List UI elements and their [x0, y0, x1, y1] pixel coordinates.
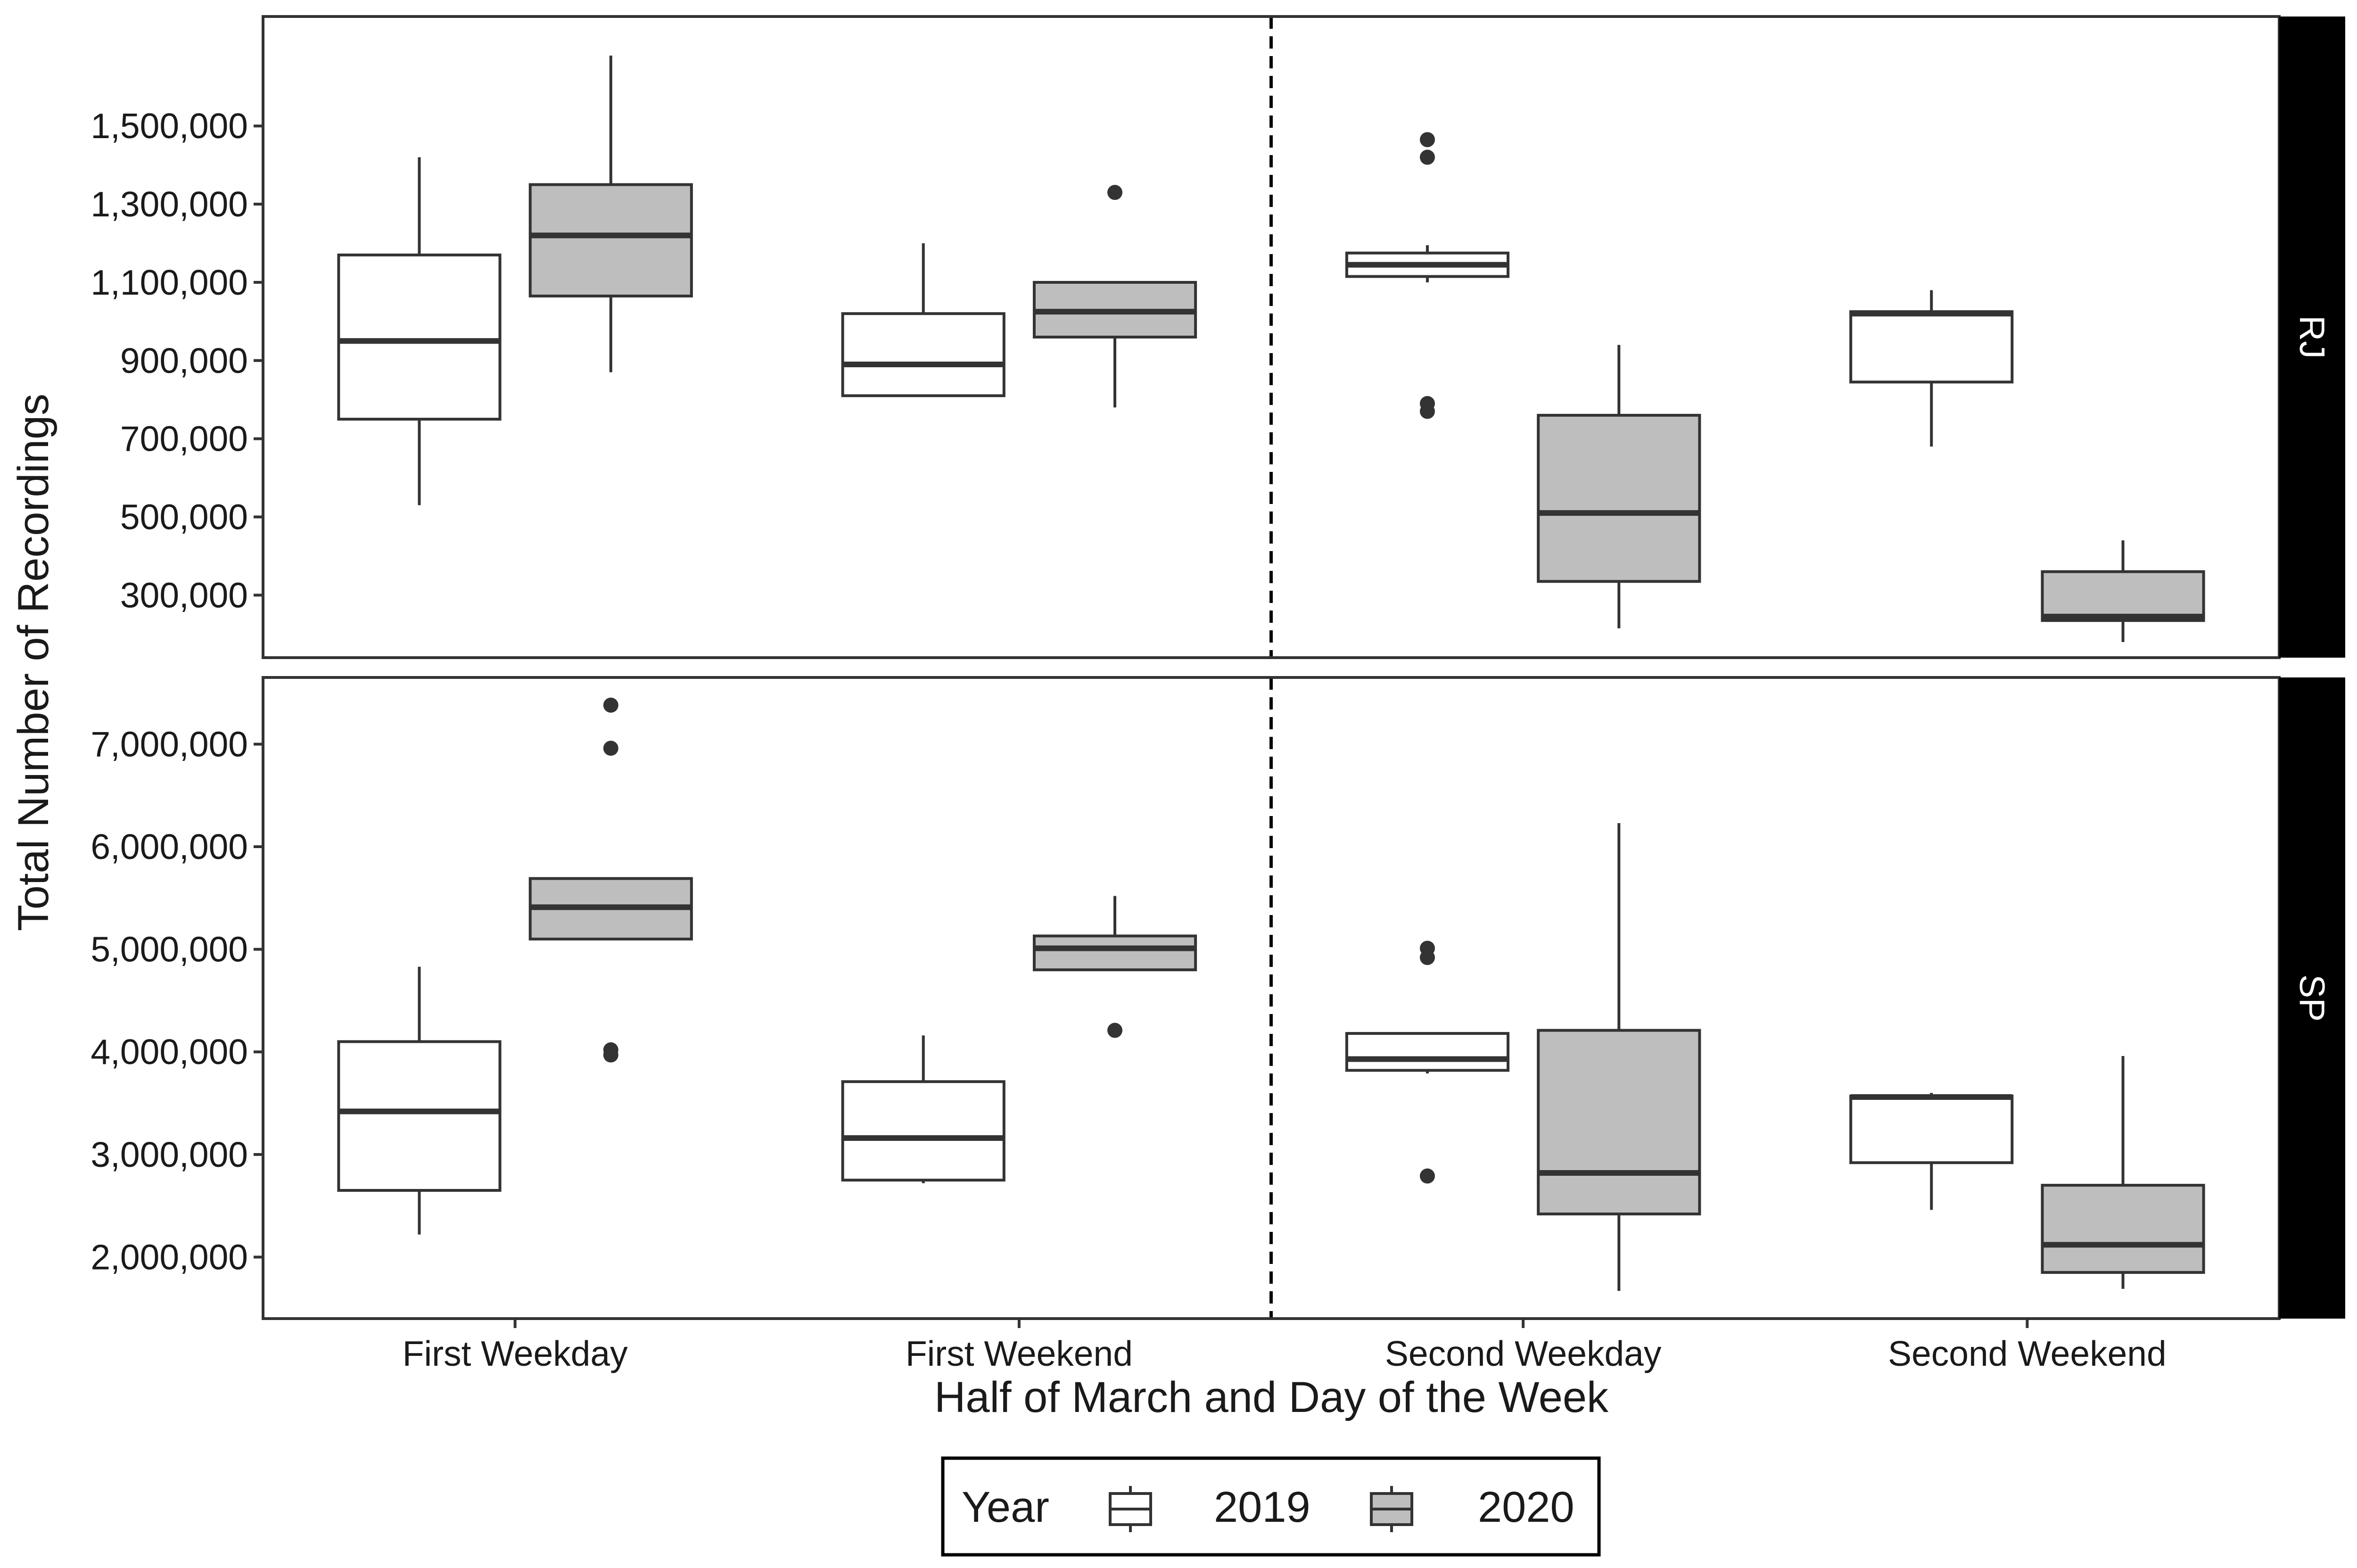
- box-iqr: [841, 312, 1005, 397]
- legend-label-2019: 2019: [1214, 1483, 1310, 1531]
- facet-label-sp: SP: [2292, 974, 2332, 1022]
- outlier-point: [1107, 185, 1123, 200]
- facet-panels: 300,000 500,000 700,000 900,000 1,100,000 1,3…: [91, 15, 2345, 1320]
- box-sp-first-weekend-2020: [1032, 896, 1197, 1038]
- x-axis-title: Half of March and Day of the Week: [934, 1373, 1609, 1421]
- box-iqr: [337, 1040, 502, 1192]
- y-tick-label: 1,300,000: [91, 184, 248, 224]
- box-rj-second-weekend-2020: [2041, 540, 2205, 642]
- facet-sp: 2,000,000 3,000,000 4,000,000 5,000,000 6,00…: [91, 676, 2345, 1320]
- x-axis: First Weekday First Weekend Second Weekday…: [403, 1319, 2167, 1373]
- box-rj-second-weekend-2019: [1849, 290, 2014, 447]
- x-tick-label: First Weekday: [403, 1334, 628, 1373]
- x-tick-label: Second Weekday: [1385, 1334, 1662, 1373]
- box-iqr: [1849, 310, 2014, 384]
- facet-strip: [2279, 17, 2345, 658]
- outlier-point: [1107, 1023, 1123, 1038]
- box-rj-second-weekday-2020: [1537, 345, 1701, 628]
- box-sp-first-weekend-2019: [841, 1035, 1005, 1183]
- legend-title: Year: [962, 1483, 1049, 1531]
- outlier-point: [1419, 132, 1435, 148]
- box-sp-second-weekday-2020: [1537, 823, 1701, 1291]
- y-tick-label: 4,000,000: [91, 1032, 248, 1072]
- y-tick-label: 1,500,000: [91, 106, 248, 146]
- y-tick-label: 700,000: [120, 419, 248, 459]
- box-rj-first-weekend-2020: [1032, 185, 1197, 408]
- y-tick-label: 500,000: [120, 497, 248, 536]
- outlier-point: [603, 741, 618, 756]
- legend-key-2020: [1370, 1486, 1413, 1532]
- box-sp-second-weekend-2019: [1849, 1093, 2014, 1210]
- box-iqr: [1849, 1094, 2014, 1164]
- box-sp-first-weekday-2019: [337, 966, 502, 1235]
- box-rj-second-weekday-2019: [1345, 132, 1510, 419]
- outlier-point: [603, 697, 618, 713]
- legend-key-2019: [1109, 1486, 1152, 1532]
- box-iqr: [1537, 1029, 1701, 1216]
- legend-keys: [1109, 1486, 1413, 1532]
- x-tick-label: Second Weekend: [1888, 1334, 2167, 1373]
- y-tick-label: 6,000,000: [91, 827, 248, 867]
- legend-label-2020: 2020: [1478, 1483, 1574, 1531]
- y-tick-label: 2,000,000: [91, 1237, 248, 1277]
- outlier-point: [1419, 149, 1435, 165]
- y-tick-label: 1,100,000: [91, 263, 248, 302]
- box-sp-second-weekend-2020: [2041, 1056, 2205, 1289]
- y-tick-label: 900,000: [120, 341, 248, 380]
- box-rj-first-weekday-2019: [337, 157, 502, 505]
- outlier-point: [1419, 404, 1435, 419]
- facet-rj: 300,000 500,000 700,000 900,000 1,100,000 1,3…: [91, 15, 2345, 659]
- outlier-point: [603, 1047, 618, 1063]
- y-tick-label: 3,000,000: [91, 1135, 248, 1174]
- y-axis-title: Total Number of Recordings: [9, 394, 58, 931]
- facet-label-rj: RJ: [2292, 315, 2332, 359]
- box-iqr: [337, 253, 502, 421]
- box-sp-second-weekday-2019: [1345, 941, 1510, 1184]
- outlier-point: [1419, 1168, 1435, 1184]
- box-iqr: [1537, 413, 1701, 583]
- x-tick-label: First Weekend: [906, 1334, 1133, 1373]
- box-rj-first-weekday-2020: [528, 55, 693, 372]
- box-iqr: [1345, 1032, 1510, 1072]
- y-tick-label: 5,000,000: [91, 930, 248, 969]
- outlier-point: [1419, 950, 1435, 966]
- legend: Year 2019 2020: [941, 1456, 1601, 1557]
- y-tick-label: 300,000: [120, 575, 248, 615]
- legend-frame: [941, 1456, 1601, 1557]
- box-iqr: [2041, 570, 2205, 622]
- y-tick-label: 7,000,000: [91, 724, 248, 764]
- box-iqr: [841, 1080, 1005, 1182]
- box-rj-first-weekend-2019: [841, 243, 1005, 397]
- box-iqr: [2041, 1184, 2205, 1274]
- facet-strip: [2279, 677, 2345, 1319]
- box-iqr: [1032, 934, 1197, 972]
- box-sp-first-weekday-2020: [528, 697, 693, 1063]
- box-iqr: [528, 183, 693, 297]
